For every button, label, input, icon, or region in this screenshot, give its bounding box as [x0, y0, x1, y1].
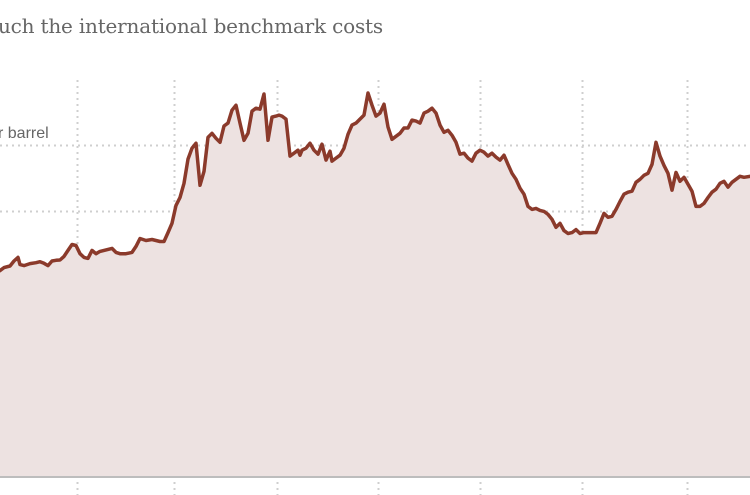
- price-line: [0, 91, 750, 273]
- price-area: [0, 93, 750, 476]
- unit-label: r barrel: [0, 125, 49, 142]
- chart-subtitle: uch the international benchmark costs: [0, 14, 383, 38]
